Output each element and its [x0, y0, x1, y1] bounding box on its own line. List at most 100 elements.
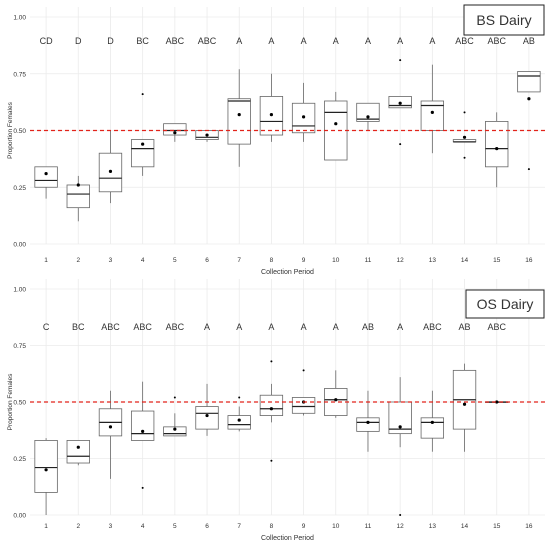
x-tick-label: 12	[397, 257, 405, 264]
box-iqr	[517, 71, 541, 93]
x-tick-label: 14	[461, 523, 469, 530]
mean-point	[462, 402, 467, 406]
x-tick-label: 4	[141, 523, 145, 530]
mean-point	[495, 400, 499, 404]
x-tick-label: 11	[365, 523, 372, 530]
x-tick-label: 5	[173, 523, 177, 530]
outlier-point	[399, 143, 402, 146]
significance-letter: A	[268, 322, 274, 332]
x-tick-label: 2	[76, 257, 80, 264]
mean-point	[141, 429, 145, 433]
x-axis-label: Collection Period	[261, 269, 314, 276]
x-axis-label: Collection Period	[261, 535, 314, 542]
mean-point	[366, 115, 370, 119]
outlier-point	[173, 396, 176, 399]
box-iqr	[227, 415, 251, 430]
mean-point	[269, 113, 274, 117]
panel-label: BS Dairy	[476, 12, 531, 28]
box-iqr	[291, 397, 316, 414]
mean-point	[366, 420, 370, 424]
box-7	[227, 396, 251, 432]
mean-point	[76, 183, 80, 187]
box-iqr	[259, 394, 284, 416]
x-tick-label: 1	[44, 257, 48, 264]
y-axis-label: Proportion Females	[7, 101, 14, 158]
box-3	[98, 390, 123, 479]
mean-point	[205, 133, 209, 137]
mean-point	[301, 115, 306, 119]
mean-point	[76, 445, 80, 449]
x-tick-label: 14	[461, 257, 469, 264]
y-tick-label: 0.50	[13, 400, 26, 407]
significance-letter: A	[365, 36, 371, 46]
significance-letter: BC	[136, 36, 149, 46]
significance-letter: ABC	[133, 322, 152, 332]
box-2	[66, 440, 90, 466]
mean-point	[398, 425, 402, 429]
x-tick-label: 3	[109, 523, 113, 530]
box-11	[356, 102, 380, 131]
significance-letter: A	[301, 36, 307, 46]
significance-letter: A	[301, 322, 307, 332]
y-tick-label: 0.75	[13, 71, 26, 78]
significance-letter: AB	[362, 322, 374, 332]
significance-letter: ABC	[198, 36, 217, 46]
box-4	[130, 381, 155, 489]
significance-letter: ABC	[455, 36, 474, 46]
box-4	[130, 93, 155, 176]
box-iqr	[163, 123, 187, 136]
y-tick-label: 0.25	[13, 456, 26, 463]
box-8	[259, 73, 284, 142]
outlier-point	[270, 459, 273, 462]
x-tick-label: 6	[205, 257, 209, 264]
x-tick-label: 9	[302, 523, 306, 530]
box-iqr	[66, 184, 90, 209]
box-10	[324, 370, 348, 418]
mean-point	[237, 418, 241, 422]
mean-point	[173, 131, 177, 135]
x-tick-label: 12	[397, 523, 405, 530]
panel-label: OS Dairy	[477, 296, 534, 312]
box-12	[388, 59, 412, 146]
box-14	[452, 363, 477, 452]
box-iqr	[34, 440, 58, 493]
significance-letter: A	[333, 36, 339, 46]
outlier-point	[141, 93, 144, 96]
box-1	[34, 438, 58, 515]
box-iqr	[130, 410, 155, 441]
significance-letter: AB	[523, 36, 535, 46]
significance-letter: ABC	[166, 36, 185, 46]
mean-point	[334, 398, 338, 402]
box-16	[517, 71, 541, 171]
mean-point	[269, 407, 274, 411]
mean-point	[430, 110, 434, 114]
mean-point	[141, 142, 145, 146]
mean-point	[205, 413, 209, 418]
box-7	[227, 69, 251, 167]
mean-point	[334, 122, 338, 126]
significance-letter: A	[429, 36, 435, 46]
box-iqr	[485, 121, 509, 168]
significance-letter: D	[107, 36, 114, 46]
x-tick-label: 16	[525, 523, 533, 530]
mean-point	[398, 101, 402, 105]
panel-label-frame	[463, 4, 545, 36]
y-axis-label: Proportion Females	[7, 373, 14, 430]
box-14	[452, 111, 477, 159]
x-tick-label: 2	[76, 523, 80, 530]
x-tick-label: 13	[429, 523, 437, 530]
significance-letter: A	[236, 36, 242, 46]
box-iqr	[130, 139, 155, 168]
outlier-point	[399, 59, 402, 62]
x-tick-label: 1	[44, 523, 48, 530]
outlier-point	[527, 168, 530, 171]
box-iqr	[163, 426, 187, 437]
y-tick-label: 0.75	[13, 343, 26, 350]
x-tick-label: 13	[429, 257, 437, 264]
significance-letter: A	[204, 322, 210, 332]
outlier-point	[270, 360, 273, 363]
mean-point	[44, 468, 48, 472]
box-iqr	[34, 166, 58, 188]
